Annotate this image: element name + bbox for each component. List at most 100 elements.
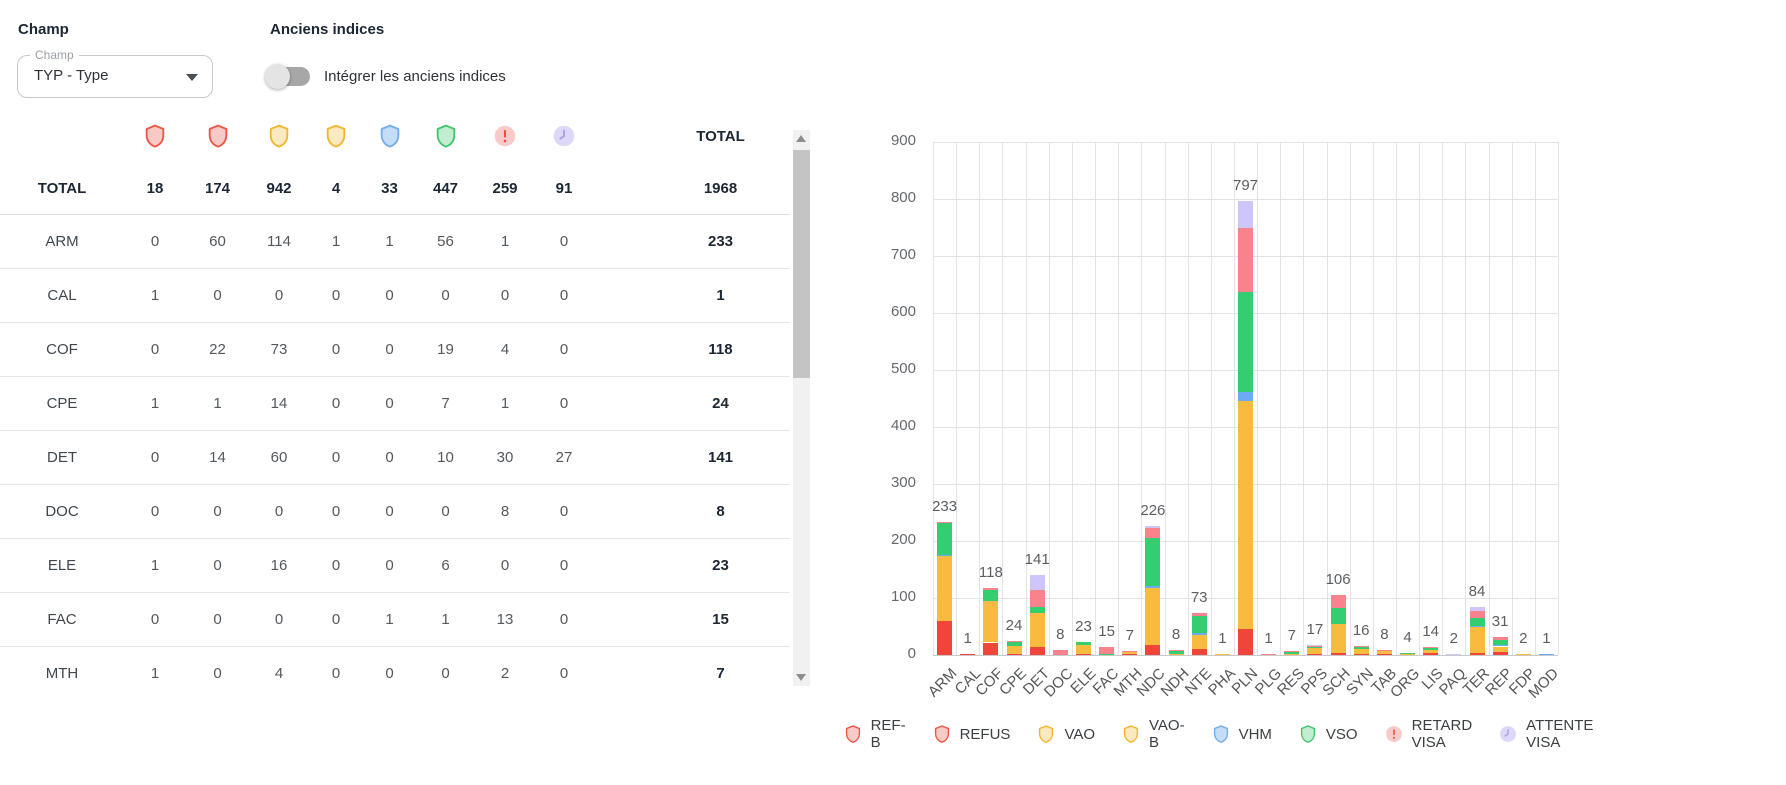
bar-segment-NTE[interactable]: [1191, 613, 1207, 617]
bar-segment-CPE[interactable]: [1006, 654, 1022, 656]
bar-segment-TAB[interactable]: [1376, 650, 1392, 652]
bar-segment-DOC[interactable]: [1052, 650, 1068, 655]
bar-segment-MTH[interactable]: [1122, 651, 1138, 653]
bar-segment-NDC[interactable]: [1145, 644, 1161, 655]
bar-segment-PLG[interactable]: [1261, 654, 1277, 656]
bar-segment-RES[interactable]: [1284, 654, 1300, 656]
bar-segment-PPS[interactable]: [1307, 645, 1323, 647]
bar-segment-NTE[interactable]: [1191, 616, 1207, 634]
scroll-down-icon[interactable]: [796, 674, 806, 681]
bar-segment-TER[interactable]: [1469, 626, 1485, 653]
bar-segment-COF[interactable]: [983, 587, 999, 590]
bar-segment-FAC[interactable]: [1099, 646, 1115, 654]
bar-segment-CAL[interactable]: [960, 654, 976, 656]
bar-segment-NDC[interactable]: [1145, 538, 1161, 586]
bar-segment-ELE[interactable]: [1076, 645, 1091, 655]
bar-segment-NDH[interactable]: [1168, 654, 1184, 656]
bar-segment-NDC[interactable]: [1145, 586, 1161, 588]
bar-segment-SCH[interactable]: [1330, 623, 1346, 654]
bar-segment-DET[interactable]: [1029, 574, 1045, 590]
legend-item[interactable]: VHM: [1211, 724, 1272, 744]
bar-segment-PLN[interactable]: [1238, 200, 1253, 229]
bar-segment-NDH[interactable]: [1168, 650, 1184, 652]
scroll-up-icon[interactable]: [796, 135, 806, 142]
legend-item[interactable]: VAO-B: [1121, 717, 1185, 751]
bar-segment-ARM[interactable]: [937, 522, 953, 524]
bar-segment-ELE[interactable]: [1076, 654, 1091, 656]
bar-segment-CPE[interactable]: [1006, 653, 1022, 655]
bar-segment-DET[interactable]: [1029, 612, 1045, 647]
bar-segment-PLN[interactable]: [1238, 392, 1253, 402]
bar-segment-MTH[interactable]: [1122, 654, 1138, 656]
bar-segment-SYN[interactable]: [1353, 647, 1369, 650]
bar-segment-NDC[interactable]: [1145, 527, 1161, 539]
bar-segment-LIS[interactable]: [1423, 652, 1439, 655]
bar-segment-RES[interactable]: [1284, 651, 1300, 655]
bar-segment-SCH[interactable]: [1330, 594, 1346, 609]
bar-segment-ORG[interactable]: [1400, 652, 1415, 654]
bar-segment-TER[interactable]: [1469, 625, 1485, 627]
bar-segment-DET[interactable]: [1029, 607, 1045, 613]
bar-segment-PLN[interactable]: [1238, 291, 1253, 393]
bar-segment-PPS[interactable]: [1307, 645, 1323, 647]
legend-item[interactable]: VSO: [1298, 724, 1358, 744]
bar-segment-LIS[interactable]: [1423, 649, 1439, 653]
bar-segment-ARM[interactable]: [937, 555, 953, 621]
bar-segment-PPS[interactable]: [1307, 647, 1323, 648]
bar-segment-PAQ[interactable]: [1446, 653, 1462, 655]
champ-select[interactable]: Champ TYP - Type: [17, 48, 213, 98]
bar-segment-MTH[interactable]: [1122, 652, 1138, 655]
bar-segment-ARM[interactable]: [937, 554, 953, 556]
bar-segment-TER[interactable]: [1469, 618, 1485, 626]
bar-segment-FDP[interactable]: [1515, 653, 1531, 655]
bar-segment-TAB[interactable]: [1376, 654, 1392, 656]
bar-segment-REP[interactable]: [1492, 644, 1508, 647]
bar-segment-RES[interactable]: [1284, 651, 1300, 652]
bar-segment-SYN[interactable]: [1353, 654, 1369, 656]
bar-segment-COF[interactable]: [983, 600, 999, 643]
bar-segment-SCH[interactable]: [1330, 653, 1346, 655]
bar-segment-ARM[interactable]: [937, 522, 953, 555]
bar-segment-DET[interactable]: [1029, 590, 1045, 608]
scrollbar-thumb[interactable]: [793, 150, 810, 378]
bar-segment-LIS[interactable]: [1423, 647, 1439, 649]
bar-segment-TER[interactable]: [1469, 611, 1485, 618]
bar-segment-REP[interactable]: [1492, 640, 1508, 645]
bar-segment-SCH[interactable]: [1330, 608, 1346, 624]
bar-segment-REP[interactable]: [1492, 652, 1508, 655]
bar-segment-PPS[interactable]: [1307, 654, 1323, 656]
bar-segment-COF[interactable]: [983, 642, 999, 655]
bar-segment-DET[interactable]: [1029, 647, 1045, 655]
bar-segment-PLN[interactable]: [1238, 228, 1253, 292]
legend-item[interactable]: REFUS: [932, 724, 1010, 744]
bar-segment-SYN[interactable]: [1353, 645, 1369, 647]
bar-segment-NTE[interactable]: [1191, 649, 1207, 655]
bar-segment-COF[interactable]: [983, 590, 999, 601]
bar-segment-PPS[interactable]: [1307, 647, 1323, 655]
bar-segment-PLN[interactable]: [1238, 401, 1253, 630]
bar-segment-NDC[interactable]: [1145, 526, 1161, 528]
bar-segment-NTE[interactable]: [1191, 635, 1207, 650]
bar-segment-FAC[interactable]: [1099, 654, 1115, 656]
bar-segment-CPE[interactable]: [1006, 641, 1022, 643]
bar-segment-TAB[interactable]: [1376, 651, 1392, 655]
legend-item[interactable]: ATTENTE VISA: [1498, 717, 1593, 751]
bar-segment-ARM[interactable]: [937, 555, 953, 557]
bar-segment-TER[interactable]: [1469, 652, 1485, 655]
bar-segment-NTE[interactable]: [1191, 633, 1207, 635]
bar-segment-PLN[interactable]: [1238, 629, 1253, 655]
bar-segment-REP[interactable]: [1492, 637, 1508, 641]
bar-segment-FAC[interactable]: [1099, 653, 1115, 655]
bar-segment-ARM[interactable]: [937, 620, 953, 655]
table-scrollbar[interactable]: [793, 130, 810, 686]
bar-segment-TER[interactable]: [1469, 607, 1485, 612]
bar-segment-ORG[interactable]: [1400, 653, 1415, 655]
bar-segment-PHA[interactable]: [1214, 654, 1230, 656]
legend-item[interactable]: VAO: [1036, 724, 1095, 744]
bar-segment-MOD[interactable]: [1538, 654, 1554, 656]
bar-segment-NDC[interactable]: [1145, 587, 1161, 645]
bar-segment-CPE[interactable]: [1006, 641, 1022, 646]
bar-segment-ELE[interactable]: [1076, 641, 1091, 646]
bar-segment-CPE[interactable]: [1006, 645, 1022, 654]
bar-segment-REP[interactable]: [1492, 646, 1508, 653]
